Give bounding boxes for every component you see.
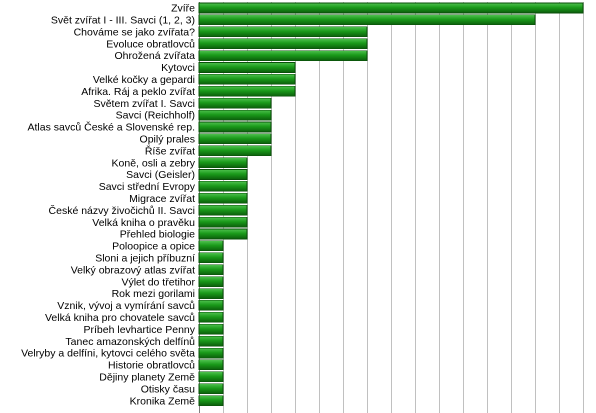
category-label: Chováme se jako zvířata? <box>74 26 196 38</box>
category-label: Atlas savců České a Slovenské rep. <box>28 121 196 134</box>
bar <box>198 62 296 73</box>
category-label: Savci střední Evropy <box>99 181 196 193</box>
category-label: Ohrožená zvířata <box>114 50 195 62</box>
bars <box>198 2 584 406</box>
bar <box>198 97 272 109</box>
category-label: Sloni a jejich příbuzní <box>95 253 195 265</box>
bar <box>198 121 272 133</box>
category-label: Vznik, vývoj a vymírání savců <box>57 300 195 312</box>
category-label: Velká kniha o pravěku <box>92 217 195 229</box>
category-label: Kronika Země <box>130 395 196 407</box>
category-label: Velryby a delfíni, kytovci celého světa <box>21 348 195 360</box>
category-label: Migrace zvířat <box>129 193 195 205</box>
category-label: Přehled biologie <box>120 229 195 241</box>
bar <box>198 264 224 276</box>
category-label: Svět zvířat I - III. Savci (1, 2, 3) <box>51 15 195 27</box>
category-label: Historie obratlovců <box>108 360 195 372</box>
category-label: Výlet do třetihor <box>121 276 195 288</box>
category-label: Velký obrazový atlas zvířat <box>71 264 195 276</box>
category-label: Říše zvířat <box>145 144 195 157</box>
category-label: Príbeh levhartice Penny <box>84 324 196 336</box>
bar <box>198 252 224 264</box>
category-label: Savci (Geisler) <box>126 169 195 181</box>
bar <box>198 228 248 240</box>
bar <box>198 2 584 14</box>
category-label: Poloopice a opice <box>112 241 195 253</box>
bar <box>198 276 224 287</box>
bar <box>198 323 224 335</box>
category-label: Světem zvířat I. Savci <box>93 98 195 110</box>
category-label: Velká kniha pro chovatele savců <box>45 312 195 324</box>
bar <box>198 312 224 323</box>
bar <box>198 240 224 252</box>
bar <box>198 14 536 26</box>
bar <box>198 169 248 180</box>
category-label: Savci (Reichholf) <box>116 110 195 122</box>
bar <box>198 50 368 61</box>
bar <box>198 86 296 97</box>
bar <box>198 38 368 50</box>
bar <box>198 216 248 228</box>
bar <box>198 335 224 347</box>
gridlines <box>199 2 584 413</box>
category-label: Evoluce obratlovců <box>106 38 195 50</box>
bar <box>198 359 224 371</box>
bar <box>198 193 248 204</box>
category-label: Otisky času <box>141 383 195 395</box>
category-label: Opilý prales <box>140 133 195 145</box>
bar <box>198 371 224 383</box>
bar <box>198 145 272 157</box>
category-label: Afrika. Ráj a peklo zvířat <box>81 86 195 98</box>
category-label: Zvíře <box>171 3 195 15</box>
bar <box>198 74 296 85</box>
bar <box>198 181 248 192</box>
bar <box>198 157 248 168</box>
category-label: Kytovci <box>161 62 195 74</box>
category-label: Rok mezi gorilami <box>112 288 195 300</box>
bar <box>198 205 248 216</box>
bar <box>198 288 224 299</box>
category-label: České názvy živočichů II. Savci <box>49 204 195 217</box>
bar <box>198 133 272 145</box>
bar <box>198 26 368 38</box>
bar <box>198 300 224 311</box>
category-label: Koně, osli a zebry <box>112 157 196 169</box>
category-label: Dějiny planety Země <box>99 372 195 384</box>
bar <box>198 383 224 395</box>
category-label: Velké kočky a gepardi <box>93 74 195 86</box>
category-label: Tanec amazonských delfínů <box>65 336 195 348</box>
bar <box>198 109 272 121</box>
bar <box>198 395 224 406</box>
bar <box>198 347 224 359</box>
